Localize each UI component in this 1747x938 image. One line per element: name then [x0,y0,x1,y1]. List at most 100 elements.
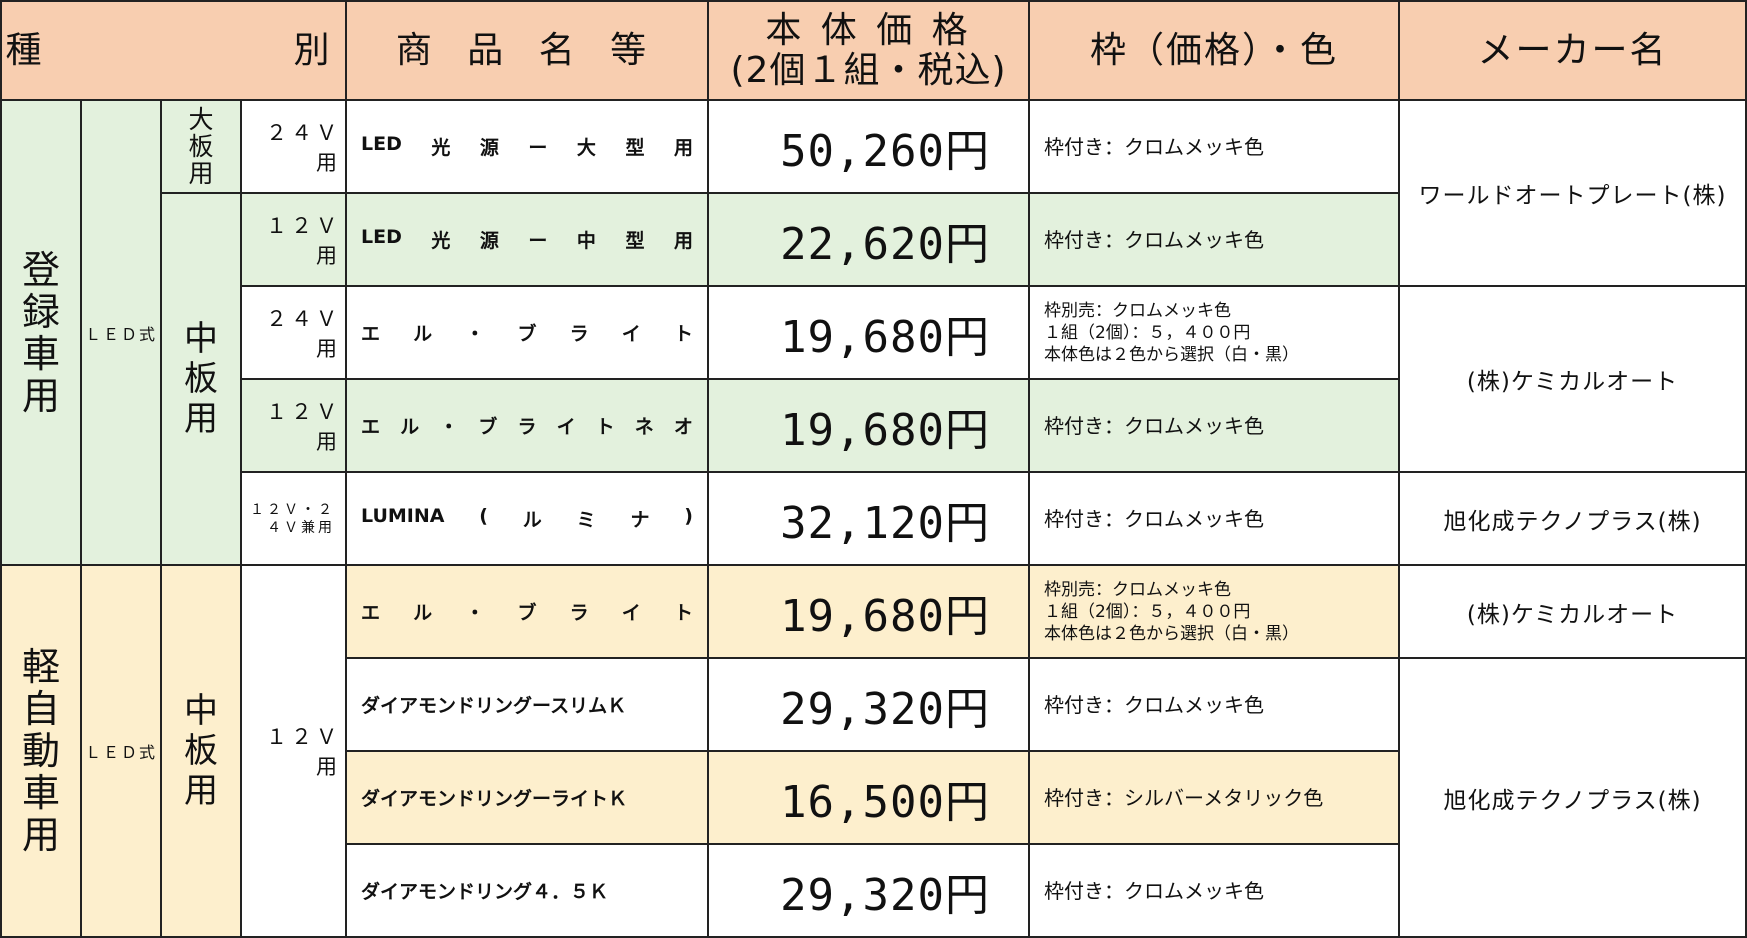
table-row: ダイアモンドリングースリムＫ 29,320円 枠付き：クロムメッキ色 旭化成テク… [1,657,1747,938]
table-row: ダイアモンドリング４．５Ｋ 29,320円 枠付き：クロムメッキ色 [1,843,1746,938]
led-type-kei: ＬＥＤ式 [80,564,162,938]
product-name-part: ラ [517,416,537,438]
group-registered: 登録車用 [0,99,82,566]
product-name-part: 型 [625,230,645,252]
header-price-line1: 本 体 価 格 [765,9,972,51]
voltage-cell: ２４Ｖ用 [239,99,348,194]
frame-info-line: 本体色は２色から選択（白・黒） [1044,344,1300,365]
voltage-cell: ２４Ｖ用 [239,285,348,380]
product-name-part: LED [361,226,402,248]
product-name-part: ト [673,323,693,345]
plate-size-medium-registered: 中板用 [160,192,242,566]
maker-name: 旭化成テクノプラス(株) [1398,471,1747,566]
product-name: ダイアモンドリング４．５Ｋ [345,843,710,938]
voltage-cell: １２Ｖ・２４Ｖ兼用 [239,471,348,566]
product-name-part: ダイアモンドリングーライトＫ [361,788,628,810]
plate-size-medium-kei: 中板用 [160,564,242,938]
product-name: ダイアモンドリングースリムＫ [345,657,710,752]
price: 50,260円 [707,99,1031,194]
product-name: LUMINA (ル ミ ナ) [345,471,710,566]
header-price: 本 体 価 格 (2個１組・税込) [707,0,1031,101]
product-name-part: ル [413,323,433,345]
product-name-part: ラ [569,602,589,624]
product-name-part: ・ [465,602,485,624]
product-name: エ ル ・ ブ ラ イ ト [345,564,710,659]
frame-info: 枠付き：クロムメッキ色 [1028,657,1401,752]
product-name-part: ル [413,602,433,624]
table-row: １２Ｖ・２４Ｖ兼用 LUMINA (ル ミ ナ) 32,120円 枠付き：クロムメッキ… [1,471,1747,566]
product-name-part: ダイアモンドリング４．５Ｋ [361,881,609,903]
price: 19,680円 [707,564,1031,659]
plate-size-large: 大板用 [160,99,242,194]
product-name-part: エ [361,602,381,624]
product-name-part: ナ [630,509,650,531]
product-name-part: ブ [517,323,537,345]
voltage-cell: １２Ｖ用 [239,378,348,473]
frame-info-line: 枠別売：クロムメッキ色 [1044,300,1232,321]
product-name-part: ト [673,602,693,624]
product-name-part: ミ [576,509,596,531]
product-name-part: ネ [634,416,654,438]
product-name-part: ル [400,416,420,438]
frame-info-line: １組（2個）：５，４００円 [1044,322,1251,343]
price: 22,620円 [707,192,1031,287]
product-name-part: ・ [439,416,459,438]
price: 29,320円 [707,657,1031,752]
product-name-part: 源 [479,230,499,252]
product-name-part: イ [621,602,641,624]
product-name-part: 用 [673,230,693,252]
maker-name: (株)ケミカルオート [1398,564,1747,659]
frame-info-line: 枠別売：クロムメッキ色 [1044,579,1232,600]
product-name-part: 源 [479,137,499,159]
product-name-part: LED [361,133,402,155]
product-name-part: 用 [673,137,693,159]
maker-name: 旭化成テクノプラス(株) [1398,657,1747,938]
frame-info-line: １組（2個）：５，４００円 [1044,601,1251,622]
product-name: LED 光 源 ー 大 型 用 [345,99,710,194]
product-name-part: 光 [431,137,451,159]
voltage-cell: １２Ｖ用 [239,192,348,287]
table-row: ダイアモンドリングーライトＫ 16,500円 枠付き：シルバーメタリック色 [1,750,1746,845]
table-row: ２４Ｖ用 エル・ブライト 19,680円 枠別売：クロムメッキ色 １組（2個）：５… [1,285,1747,473]
frame-info-line: 枠付き：クロムメッキ色 [1044,134,1265,159]
product-name-part: 光 [431,230,451,252]
group-kei: 軽自動車用 [0,564,82,938]
frame-info: 枠別売：クロムメッキ色 １組（2個）：５，４００円 本体色は２色から選択（白・黒） [1028,285,1401,380]
frame-info-line: 枠付き：クロムメッキ色 [1044,506,1265,531]
product-name-part: ブ [478,416,498,438]
product-name-part: 大 [576,137,596,159]
price: 32,120円 [707,471,1031,566]
price: 16,500円 [707,750,1031,845]
price: 19,680円 [707,378,1031,473]
product-name-part: ラ [569,323,589,345]
voltage-cell-kei: １２Ｖ用 [239,564,348,938]
product-name: エ ル ・ ブ ラ イ ト [345,285,710,380]
frame-info: 枠付き：クロムメッキ色 [1028,843,1401,938]
frame-info: 枠付き：シルバーメタリック色 [1028,750,1401,845]
product-name-part: ・ [465,323,485,345]
product-name-part: ブ [517,602,537,624]
product-name-part: オ [673,416,693,438]
product-name-part: ト [595,416,615,438]
frame-info-line: 本体色は２色から選択（白・黒） [1044,623,1300,644]
header-frame-color: 枠（価格）・色 [1028,0,1401,101]
product-name-part: イ [556,416,576,438]
price: 19,680円 [707,285,1031,380]
frame-info-line: 枠付き：クロムメッキ色 [1044,692,1265,717]
product-name-part: ー [528,230,548,252]
product-name-part: ル [522,509,542,531]
product-name-part: 中 [576,230,596,252]
product-name-part: ダイアモンドリングースリムＫ [361,695,627,717]
product-name-part: ( [479,505,488,527]
frame-info-line: 枠付き：シルバーメタリック色 [1044,785,1324,810]
product-name-part: ) [684,505,693,527]
product-name-part: エ [361,416,381,438]
product-name-part: エ [361,323,381,345]
header-row: 種 別 商 品 名 等 本 体 価 格 (2個１組・税込) 枠（価格）・色 メー… [0,0,1747,101]
header-maker: メーカー名 [1398,0,1747,101]
header-product-name: 商 品 名 等 [345,0,710,101]
frame-info-line: 枠付き：クロムメッキ色 [1044,227,1265,252]
product-name: エル・ブライトネオ [345,378,710,473]
price: 29,320円 [707,843,1031,938]
